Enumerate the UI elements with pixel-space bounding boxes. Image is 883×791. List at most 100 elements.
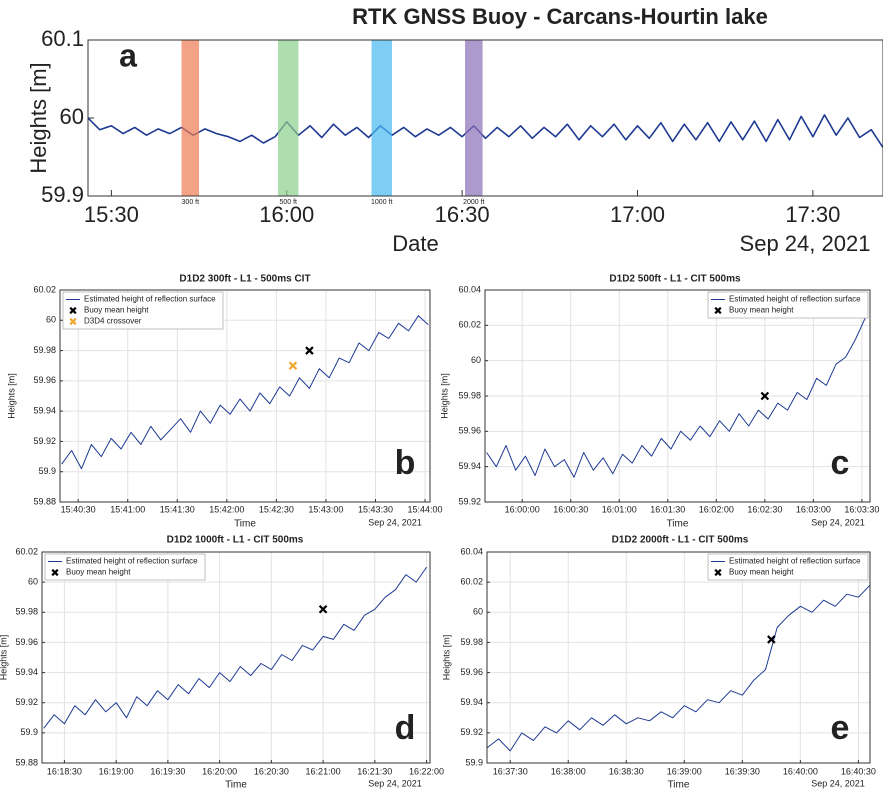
x-tick-label: 17:00 [610, 202, 665, 227]
panel-label: a [119, 37, 137, 73]
x-axis-label: Time [234, 519, 256, 530]
x-tick-label: 16:40:00 [783, 766, 818, 776]
y-tick-label: 59.96 [458, 426, 481, 436]
panel: 59.9 59.92 59.94 59.96 59.98 60 60.02 60.04 16:3… [441, 535, 876, 791]
y-tick-label: 59.9 [41, 182, 84, 207]
x-tick-label: 16:01:30 [650, 504, 685, 514]
legend: Estimated height of reflection surface Bu… [707, 553, 869, 581]
x-tick-label: 15:42:30 [259, 504, 294, 514]
chart-title: D1D2 300ft - L1 - 500ms CIT [179, 274, 310, 285]
y-tick-label: 59.94 [15, 667, 38, 677]
band-label: 300 ft [182, 199, 200, 206]
legend-label: Estimated height of reflection surface [729, 557, 861, 566]
y-tick-label: 59.96 [15, 637, 38, 647]
x-tick-label: 15:43:00 [308, 504, 343, 514]
highlight-band [371, 40, 392, 196]
legend-swatch [714, 568, 722, 577]
y-tick-label: 60 [46, 315, 56, 325]
x-tick-label: 16:22:00 [409, 766, 444, 776]
plot-content [88, 40, 883, 196]
panel-label: d [395, 709, 416, 747]
plot-area [88, 40, 883, 196]
x-tick-label: 16:01:00 [602, 504, 637, 514]
series-line [486, 318, 866, 478]
series-line [88, 114, 883, 149]
x-tick-label: 16:38:00 [551, 766, 586, 776]
band-label: 2000 ft [463, 199, 484, 206]
x-tick-label: 16:21:00 [306, 766, 341, 776]
x-date-label: Sep 24, 2021 [368, 778, 422, 788]
x-axis-label: Time [667, 519, 689, 530]
x-tick-label: 15:43:30 [358, 504, 393, 514]
legend-label: Buoy mean height [729, 306, 794, 315]
y-tick-label: 59.94 [458, 461, 481, 471]
x-tick-label: 16:03:00 [796, 504, 831, 514]
y-tick-label: 60.1 [41, 26, 84, 51]
x-tick-label: 16:20:30 [254, 766, 289, 776]
point-marker [767, 635, 776, 644]
y-tick-label: 59.88 [15, 757, 38, 767]
y-tick-label: 60.04 [460, 546, 483, 556]
chart-title: D1D2 500ft - L1 - CIT 500ms [609, 274, 741, 285]
panel: 59.88 59.9 59.92 59.94 59.96 59.98 60 60.02 16:1… [0, 535, 444, 791]
plot-content [43, 566, 428, 729]
y-tick-label: 60 [471, 355, 481, 365]
y-tick-label: 59.9 [38, 466, 56, 476]
y-tick-label: 59.96 [460, 667, 483, 677]
x-tick-label: 16:03:30 [844, 504, 879, 514]
axes-frame [87, 39, 883, 197]
point-marker [318, 604, 328, 614]
plot-area [42, 552, 430, 763]
y-tick-label: 59.94 [460, 697, 483, 707]
panel-label: e [831, 709, 850, 747]
chart-title: D1D2 1000ft - L1 - CIT 500ms [167, 535, 304, 546]
x-axis-label: Time [668, 780, 690, 791]
x-tick-label: 16:21:30 [357, 766, 392, 776]
x-tick-label: 16:38:30 [609, 766, 644, 776]
chart-title: D1D2 2000ft - L1 - CIT 500ms [612, 535, 749, 546]
y-tick-label: 59.9 [465, 757, 483, 767]
x-tick-label: 16:19:30 [150, 766, 185, 776]
legend-label: Buoy mean height [84, 306, 149, 315]
y-tick-label: 59.98 [458, 390, 481, 400]
y-tick-label: 60 [28, 577, 38, 587]
x-tick-label: 15:30 [84, 202, 139, 227]
legend-box [44, 553, 206, 581]
y-tick-label: 60.02 [460, 577, 483, 587]
legend-box [707, 291, 869, 319]
point-marker [288, 361, 298, 370]
legend-label: Estimated height of reflection surface [84, 295, 216, 304]
legend-label: Estimated height of reflection surface [729, 295, 861, 304]
x-tick-label: 16:00:30 [553, 504, 588, 514]
legend: Estimated height of reflection surface Bu… [44, 553, 206, 581]
y-tick-label: 60.02 [458, 320, 481, 330]
x-date-label: Sep 24, 2021 [811, 517, 865, 527]
y-axis-label: Heights [m] [26, 62, 51, 173]
series-line [43, 566, 428, 729]
legend-label: Estimated height of reflection surface [66, 557, 198, 566]
y-tick-label: 60 [60, 104, 84, 129]
legend: Estimated height of reflection surface Bu… [707, 291, 869, 319]
x-tick-label: 15:40:30 [61, 504, 96, 514]
y-tick-label: 59.98 [460, 637, 483, 647]
y-tick-label: 59.92 [33, 436, 56, 446]
legend-swatch [51, 568, 59, 577]
legend-swatch [69, 306, 77, 315]
legend-box [62, 291, 224, 330]
x-tick-label: 15:42:00 [209, 504, 244, 514]
y-tick-label: 59.94 [33, 406, 56, 416]
y-axis-label: Heights [m] [441, 635, 451, 681]
y-tick-label: 59.92 [460, 727, 483, 737]
y-tick-label: 59.9 [20, 727, 38, 737]
x-tick-label: 16:00 [259, 202, 314, 227]
series-line [487, 584, 870, 752]
x-tick-label: 15:44:00 [408, 504, 443, 514]
y-tick-label: 59.96 [33, 375, 56, 385]
x-date-label: Sep 24, 2021 [811, 778, 865, 788]
x-date-label: Sep 24, 2021 [368, 517, 422, 527]
highlight-band [277, 40, 299, 196]
legend-swatch [714, 306, 722, 315]
x-date-label: Sep 24, 2021 [740, 231, 871, 256]
y-axis-label: Heights [m] [439, 373, 449, 419]
legend-label: Buoy mean height [66, 568, 131, 577]
